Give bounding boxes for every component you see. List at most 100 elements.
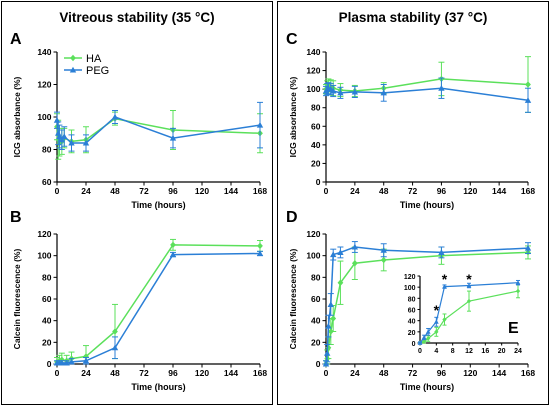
x-tick-label: 16 xyxy=(481,348,489,355)
x-tick-label: 168 xyxy=(253,368,267,378)
data-point-ha xyxy=(170,241,176,249)
data-point-peg xyxy=(169,251,177,258)
data-point-peg xyxy=(515,280,521,285)
legend-marker-ha xyxy=(70,54,76,62)
data-point-peg xyxy=(256,121,264,128)
x-tick-label: 72 xyxy=(139,186,149,196)
data-point-ha xyxy=(380,256,387,264)
data-point-peg xyxy=(111,113,119,120)
series-line-peg xyxy=(57,252,261,364)
y-tick-label: 100 xyxy=(306,251,320,261)
data-point-peg xyxy=(58,136,66,143)
y-tick-label: 80 xyxy=(311,103,321,113)
data-point-peg xyxy=(438,249,445,255)
y-tick-label: 60 xyxy=(42,177,52,187)
data-point-peg xyxy=(56,133,63,140)
y-axis-label-B: Calcein fluorescence (%) xyxy=(12,249,22,350)
y-tick-label: 100 xyxy=(306,84,320,94)
y-tick-label: 20 xyxy=(42,337,52,347)
x-tick-label: 144 xyxy=(224,368,238,378)
data-point-peg xyxy=(325,322,332,329)
legend-label-peg: PEG xyxy=(86,65,109,77)
x-axis-label-D: Time (hours) xyxy=(400,382,454,392)
y-tick-label: 100 xyxy=(404,285,416,292)
panel-letter-E: E xyxy=(508,320,519,337)
chart-B: 0 24 48 72 96 120 144 168 0 20 40 60 80 100 120 Time (h… xyxy=(10,209,267,392)
data-point-peg xyxy=(322,360,330,367)
x-tick-label: 24 xyxy=(350,368,360,378)
x-axis-label-B: Time (hours) xyxy=(131,382,185,392)
x-axis-label-C: Time (hours) xyxy=(400,200,454,210)
y-tick-label: 120 xyxy=(37,229,51,239)
y-tick-label: 60 xyxy=(311,294,321,304)
x-tick-label: 4 xyxy=(434,348,438,355)
y-tick-label: 0 xyxy=(316,177,321,187)
y-axis-label-D: Calcein fluorescence (%) xyxy=(288,249,298,350)
data-point-peg xyxy=(169,134,177,141)
data-point-ha xyxy=(515,288,521,294)
data-point-ha xyxy=(337,279,344,286)
x-tick-label: 48 xyxy=(110,186,120,196)
significance-marker: * xyxy=(434,302,440,318)
data-point-ha xyxy=(257,242,263,250)
data-point-peg xyxy=(380,247,387,253)
data-point-peg xyxy=(256,250,264,257)
x-tick-label: 0 xyxy=(324,368,329,378)
x-tick-label: 0 xyxy=(55,186,60,196)
data-point-peg xyxy=(417,340,423,345)
data-point-ha xyxy=(330,315,337,322)
x-tick-label: 144 xyxy=(492,186,506,196)
y-tick-label: 80 xyxy=(42,272,52,282)
y-tick-label: 100 xyxy=(37,251,51,261)
panel-letter-B: B xyxy=(10,209,22,226)
x-tick-label: 144 xyxy=(492,368,506,378)
y-axis-label-A: ICG absorbance (%) xyxy=(12,76,22,157)
left-panel-frame xyxy=(1,1,273,405)
y-tick-label: 20 xyxy=(311,158,321,168)
panel-letter-C: C xyxy=(286,31,298,48)
data-point-ha xyxy=(442,317,447,322)
data-point-peg xyxy=(330,251,337,258)
data-point-peg xyxy=(82,139,90,146)
x-tick-label: 96 xyxy=(168,186,178,196)
y-tick-label: 80 xyxy=(408,296,416,303)
data-point-peg xyxy=(351,243,359,250)
x-tick-label: 24 xyxy=(81,368,91,378)
y-tick-label: 140 xyxy=(306,47,320,57)
x-tick-label: 120 xyxy=(195,186,209,196)
significance-marker: * xyxy=(442,271,448,287)
left-column-title: Vitreous stability (35 °C) xyxy=(59,10,214,25)
y-tick-label: 20 xyxy=(408,330,416,337)
data-point-peg xyxy=(524,97,532,103)
right-panel-frame xyxy=(277,1,549,405)
panel-letter-D: D xyxy=(286,209,298,226)
data-point-ha xyxy=(466,298,472,304)
y-tick-label: 120 xyxy=(404,274,416,281)
data-point-ha xyxy=(351,260,358,267)
data-point-ha xyxy=(525,81,531,88)
data-point-peg xyxy=(53,117,61,123)
y-tick-label: 120 xyxy=(306,229,320,239)
y-tick-label: 60 xyxy=(408,308,416,315)
y-tick-label: 40 xyxy=(408,319,416,326)
x-tick-label: 144 xyxy=(224,186,238,196)
x-tick-label: 96 xyxy=(437,186,447,196)
y-tick-label: 80 xyxy=(311,272,321,282)
data-point-peg xyxy=(111,344,119,351)
y-tick-label: 120 xyxy=(37,80,51,90)
x-tick-label: 96 xyxy=(168,368,178,378)
data-point-peg xyxy=(55,130,62,136)
data-point-peg xyxy=(337,89,344,96)
data-point-ha xyxy=(83,353,89,360)
x-tick-label: 20 xyxy=(498,348,506,355)
y-tick-label: 40 xyxy=(311,316,321,326)
chart-A: 0 24 48 72 96 120 144 168 60 80 100 120 140 Time (hou… xyxy=(10,31,267,210)
data-point-peg xyxy=(327,301,335,307)
x-tick-label: 120 xyxy=(463,186,477,196)
y-tick-label: 120 xyxy=(306,66,320,76)
x-tick-label: 96 xyxy=(437,368,447,378)
